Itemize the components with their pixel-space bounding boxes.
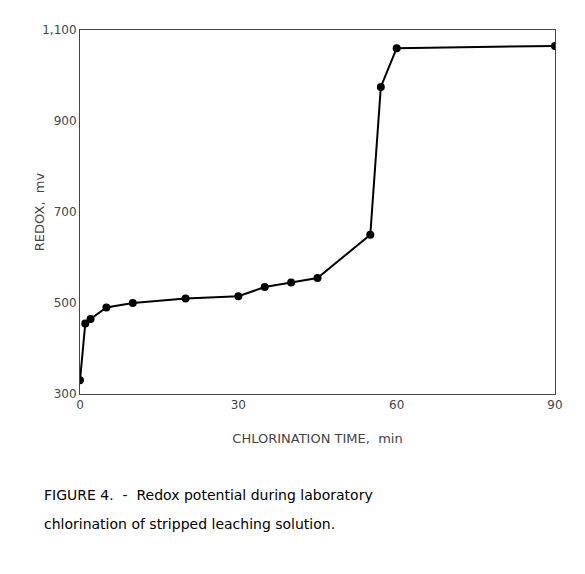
svg-text:500: 500 xyxy=(54,296,77,310)
svg-text:90: 90 xyxy=(547,398,562,412)
svg-text:900: 900 xyxy=(54,114,77,128)
svg-text:700: 700 xyxy=(54,205,77,219)
svg-text:REDOX, mv: REDOX, mv xyxy=(32,173,47,252)
svg-text:60: 60 xyxy=(389,398,404,412)
svg-text:0: 0 xyxy=(76,398,84,412)
svg-text:CHLORINATION TIME, min: CHLORINATION TIME, min xyxy=(232,431,402,446)
svg-text:300: 300 xyxy=(54,387,77,401)
svg-text:1,100: 1,100 xyxy=(42,23,76,37)
svg-text:chlorination of stripped leach: chlorination of stripped leaching soluti… xyxy=(44,516,335,532)
svg-text:30: 30 xyxy=(231,398,246,412)
svg-text:FIGURE 4. - Redox potential: FIGURE 4. - Redox potential during labor… xyxy=(44,487,373,503)
